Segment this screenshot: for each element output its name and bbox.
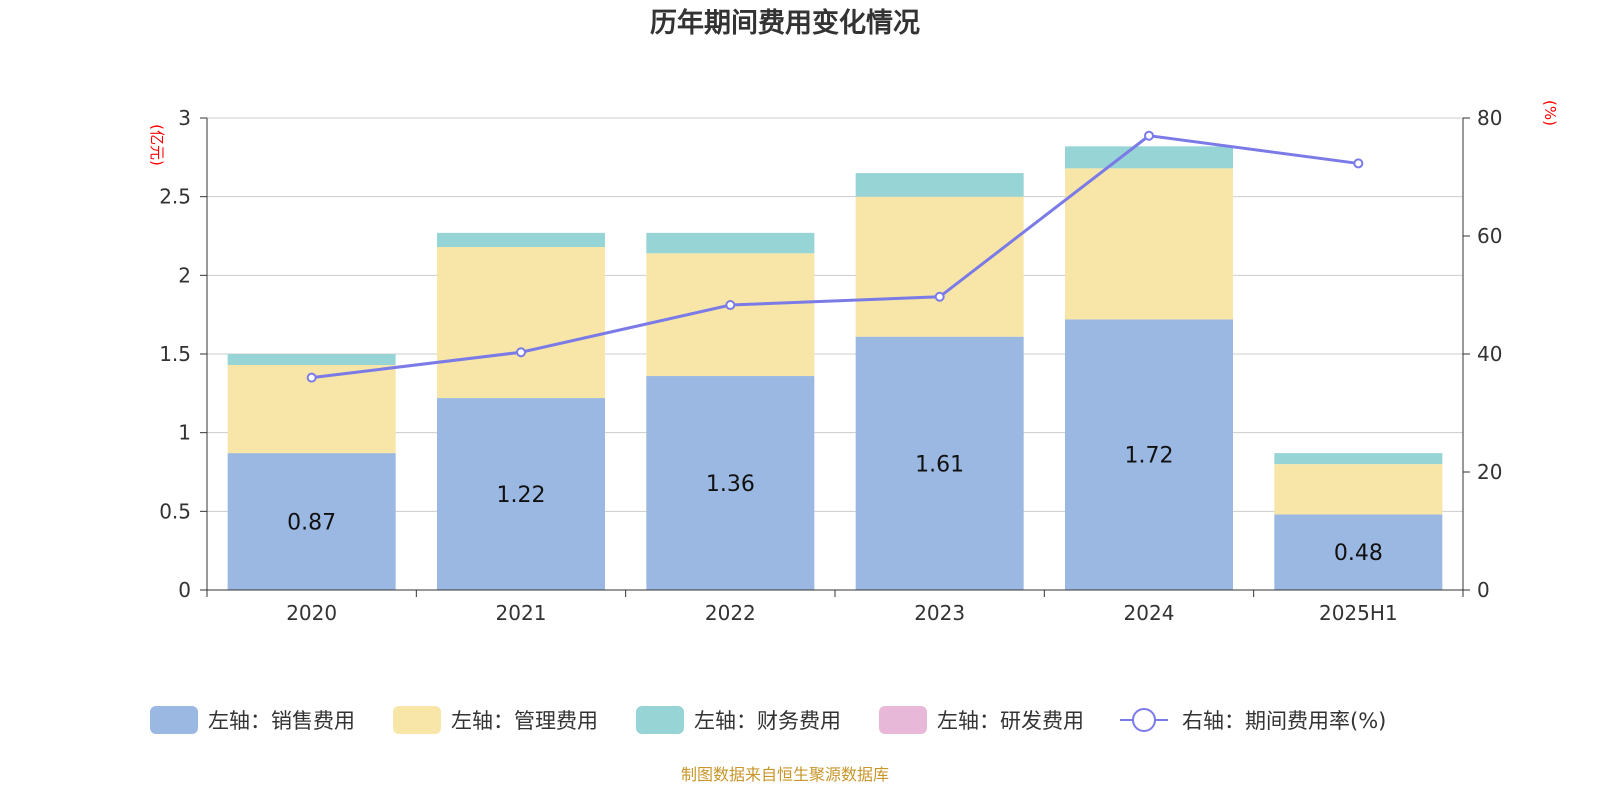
x-axis-label: 2024: [1124, 601, 1175, 625]
bar-segment-1: [1065, 319, 1233, 590]
rate-point: [725, 300, 736, 311]
x-axis-label: 2020: [286, 601, 337, 625]
rate-point: [516, 347, 526, 358]
left-axis-tick-label: 0: [178, 578, 191, 602]
bar-segment-2: [1065, 168, 1233, 320]
rate-point: [1144, 130, 1154, 141]
bar-segment-2: [855, 196, 1024, 337]
x-axis-label: 2021: [496, 601, 547, 625]
right-axis-tick-label: 20: [1477, 460, 1502, 484]
left-axis-tick-label: 0.5: [159, 499, 191, 523]
legend-swatch: [879, 706, 927, 734]
source-note: 制图数据来自恒生聚源数据库: [681, 765, 889, 784]
bar-segment-3: [646, 232, 815, 254]
left-axis-tick-label: 1.5: [159, 342, 191, 366]
rate-line: [311, 134, 1359, 380]
right-axis-unit: (%): [1541, 100, 1559, 126]
bar-segment-1: [646, 376, 815, 590]
rate-point: [1353, 158, 1364, 169]
left-axis-tick-label: 1: [178, 421, 191, 445]
bar-value-label: 0.48: [1334, 541, 1383, 566]
bar-segment-2: [1274, 464, 1443, 515]
rate-point: [934, 291, 945, 302]
bar-segment-3: [227, 354, 396, 366]
bar-segment-3: [855, 173, 1024, 197]
legend-label: 右轴：期间费用率(%): [1182, 709, 1386, 733]
plot-area: 0 0.5 1 1.5 2 2.5 3 0 20 40 60 80 0.87 2020 1.22 2021 1.…: [159, 106, 1502, 625]
bar-segment-3: [437, 232, 605, 248]
bar-segment-1: [437, 398, 605, 590]
legend-label: 左轴：研发费用: [937, 709, 1084, 733]
bar-segment-2: [437, 247, 605, 399]
x-axis-label: 2025H1: [1319, 601, 1398, 625]
bar-value-label: 1.22: [497, 483, 546, 508]
left-axis-tick-label: 2: [178, 263, 191, 287]
left-axis-tick-label: 3: [178, 106, 191, 130]
bar-segment-1: [855, 336, 1024, 590]
legend-label: 左轴：管理费用: [451, 709, 598, 733]
rate-point: [306, 372, 317, 383]
bar-segment-3: [1065, 146, 1233, 169]
x-axis-label: 2023: [914, 601, 965, 625]
bar-value-label: 0.87: [287, 511, 336, 536]
right-axis-tick-label: 40: [1477, 342, 1502, 366]
right-axis-tick-label: 60: [1477, 224, 1502, 248]
x-axis-label: 2022: [705, 601, 756, 625]
legend-label: 左轴：财务费用: [694, 709, 841, 733]
right-axis-tick-label: 0: [1477, 578, 1490, 602]
legend-swatch: [393, 706, 441, 734]
legend-swatch: [636, 706, 684, 734]
legend: 左轴：销售费用 左轴：管理费用 左轴：财务费用 左轴：研发费用 右轴：期间费用率(%): [150, 706, 1386, 734]
bar-segment-2: [646, 253, 815, 377]
bar-segment-1: [1274, 514, 1443, 590]
bar-segment-3: [1274, 453, 1443, 465]
left-axis-tick-label: 2.5: [159, 185, 191, 209]
bar-value-label: 1.72: [1125, 444, 1174, 469]
right-axis-tick-label: 80: [1477, 106, 1502, 130]
chart-title: 历年期间费用变化情况: [650, 7, 920, 39]
left-axis-unit: (亿元): [148, 124, 166, 166]
legend-swatch-marker: [1132, 708, 1156, 732]
bar-value-label: 1.61: [915, 452, 964, 477]
bar-segment-1: [227, 453, 396, 590]
legend-swatch: [150, 706, 198, 734]
legend-label: 左轴：销售费用: [208, 709, 355, 733]
bar-value-label: 1.36: [706, 472, 755, 497]
